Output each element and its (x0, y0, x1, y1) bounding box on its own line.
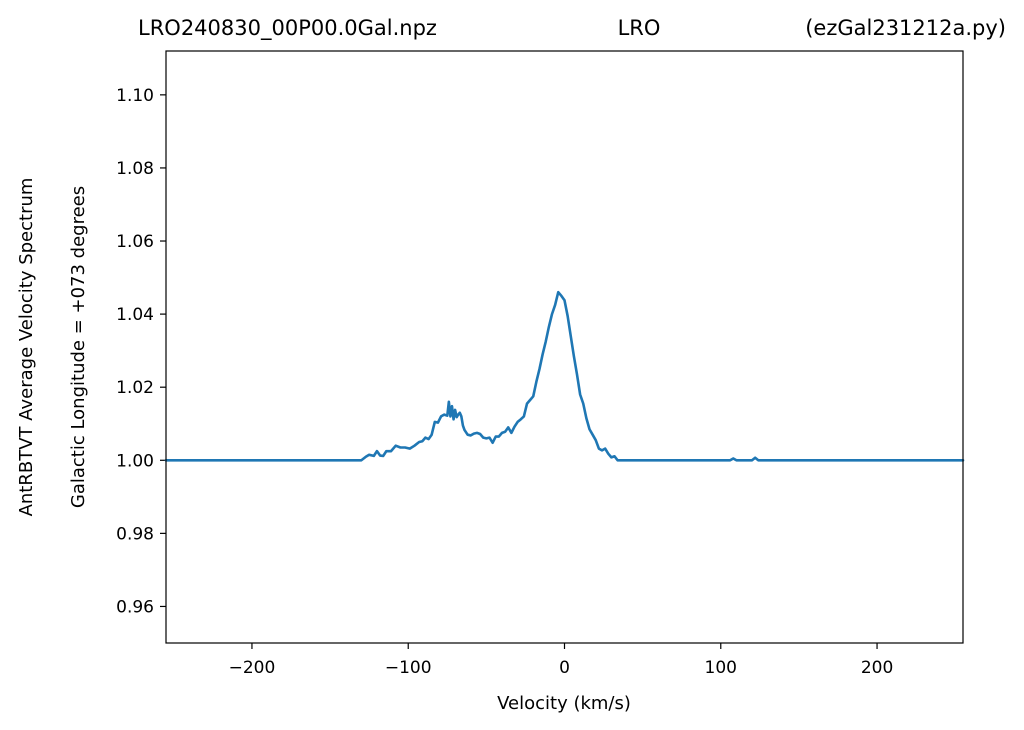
y-tick-label: 1.10 (116, 86, 154, 106)
x-tick-label: −100 (385, 658, 432, 678)
x-tick-label: −200 (229, 658, 276, 678)
chart-title-center: LRO (618, 16, 661, 40)
plot-frame (165, 50, 964, 644)
y-tick-label: 0.98 (116, 524, 154, 544)
axis-tick-labels: −200 −100 0 100 200 0.96 0.98 1.00 1.02 1.04 1.06 1… (116, 86, 893, 678)
x-tick-label: 200 (861, 658, 893, 678)
y-tick-label: 1.06 (116, 232, 154, 252)
y-tick-label: 1.04 (116, 305, 154, 325)
y-axis-label-inner: Galactic Longitude = +073 degrees (68, 186, 89, 508)
x-tick-label: 100 (705, 658, 737, 678)
y-tick-label: 1.08 (116, 159, 154, 179)
y-tick-label: 0.96 (116, 597, 154, 617)
chart-title-left: LRO240830_00P00.0Gal.npz (138, 16, 437, 41)
y-axis-label-outer: AntRBTVT Average Velocity Spectrum (16, 178, 37, 517)
x-tick-label: 0 (559, 658, 570, 678)
chart-title-right: (ezGal231212a.py) (805, 16, 1006, 40)
y-tick-label: 1.02 (116, 378, 154, 398)
spectrum-line (164, 290, 965, 462)
x-axis-label: Velocity (km/s) (497, 693, 631, 714)
y-tick-label: 1.00 (116, 451, 154, 471)
axis-ticks (160, 94, 878, 649)
